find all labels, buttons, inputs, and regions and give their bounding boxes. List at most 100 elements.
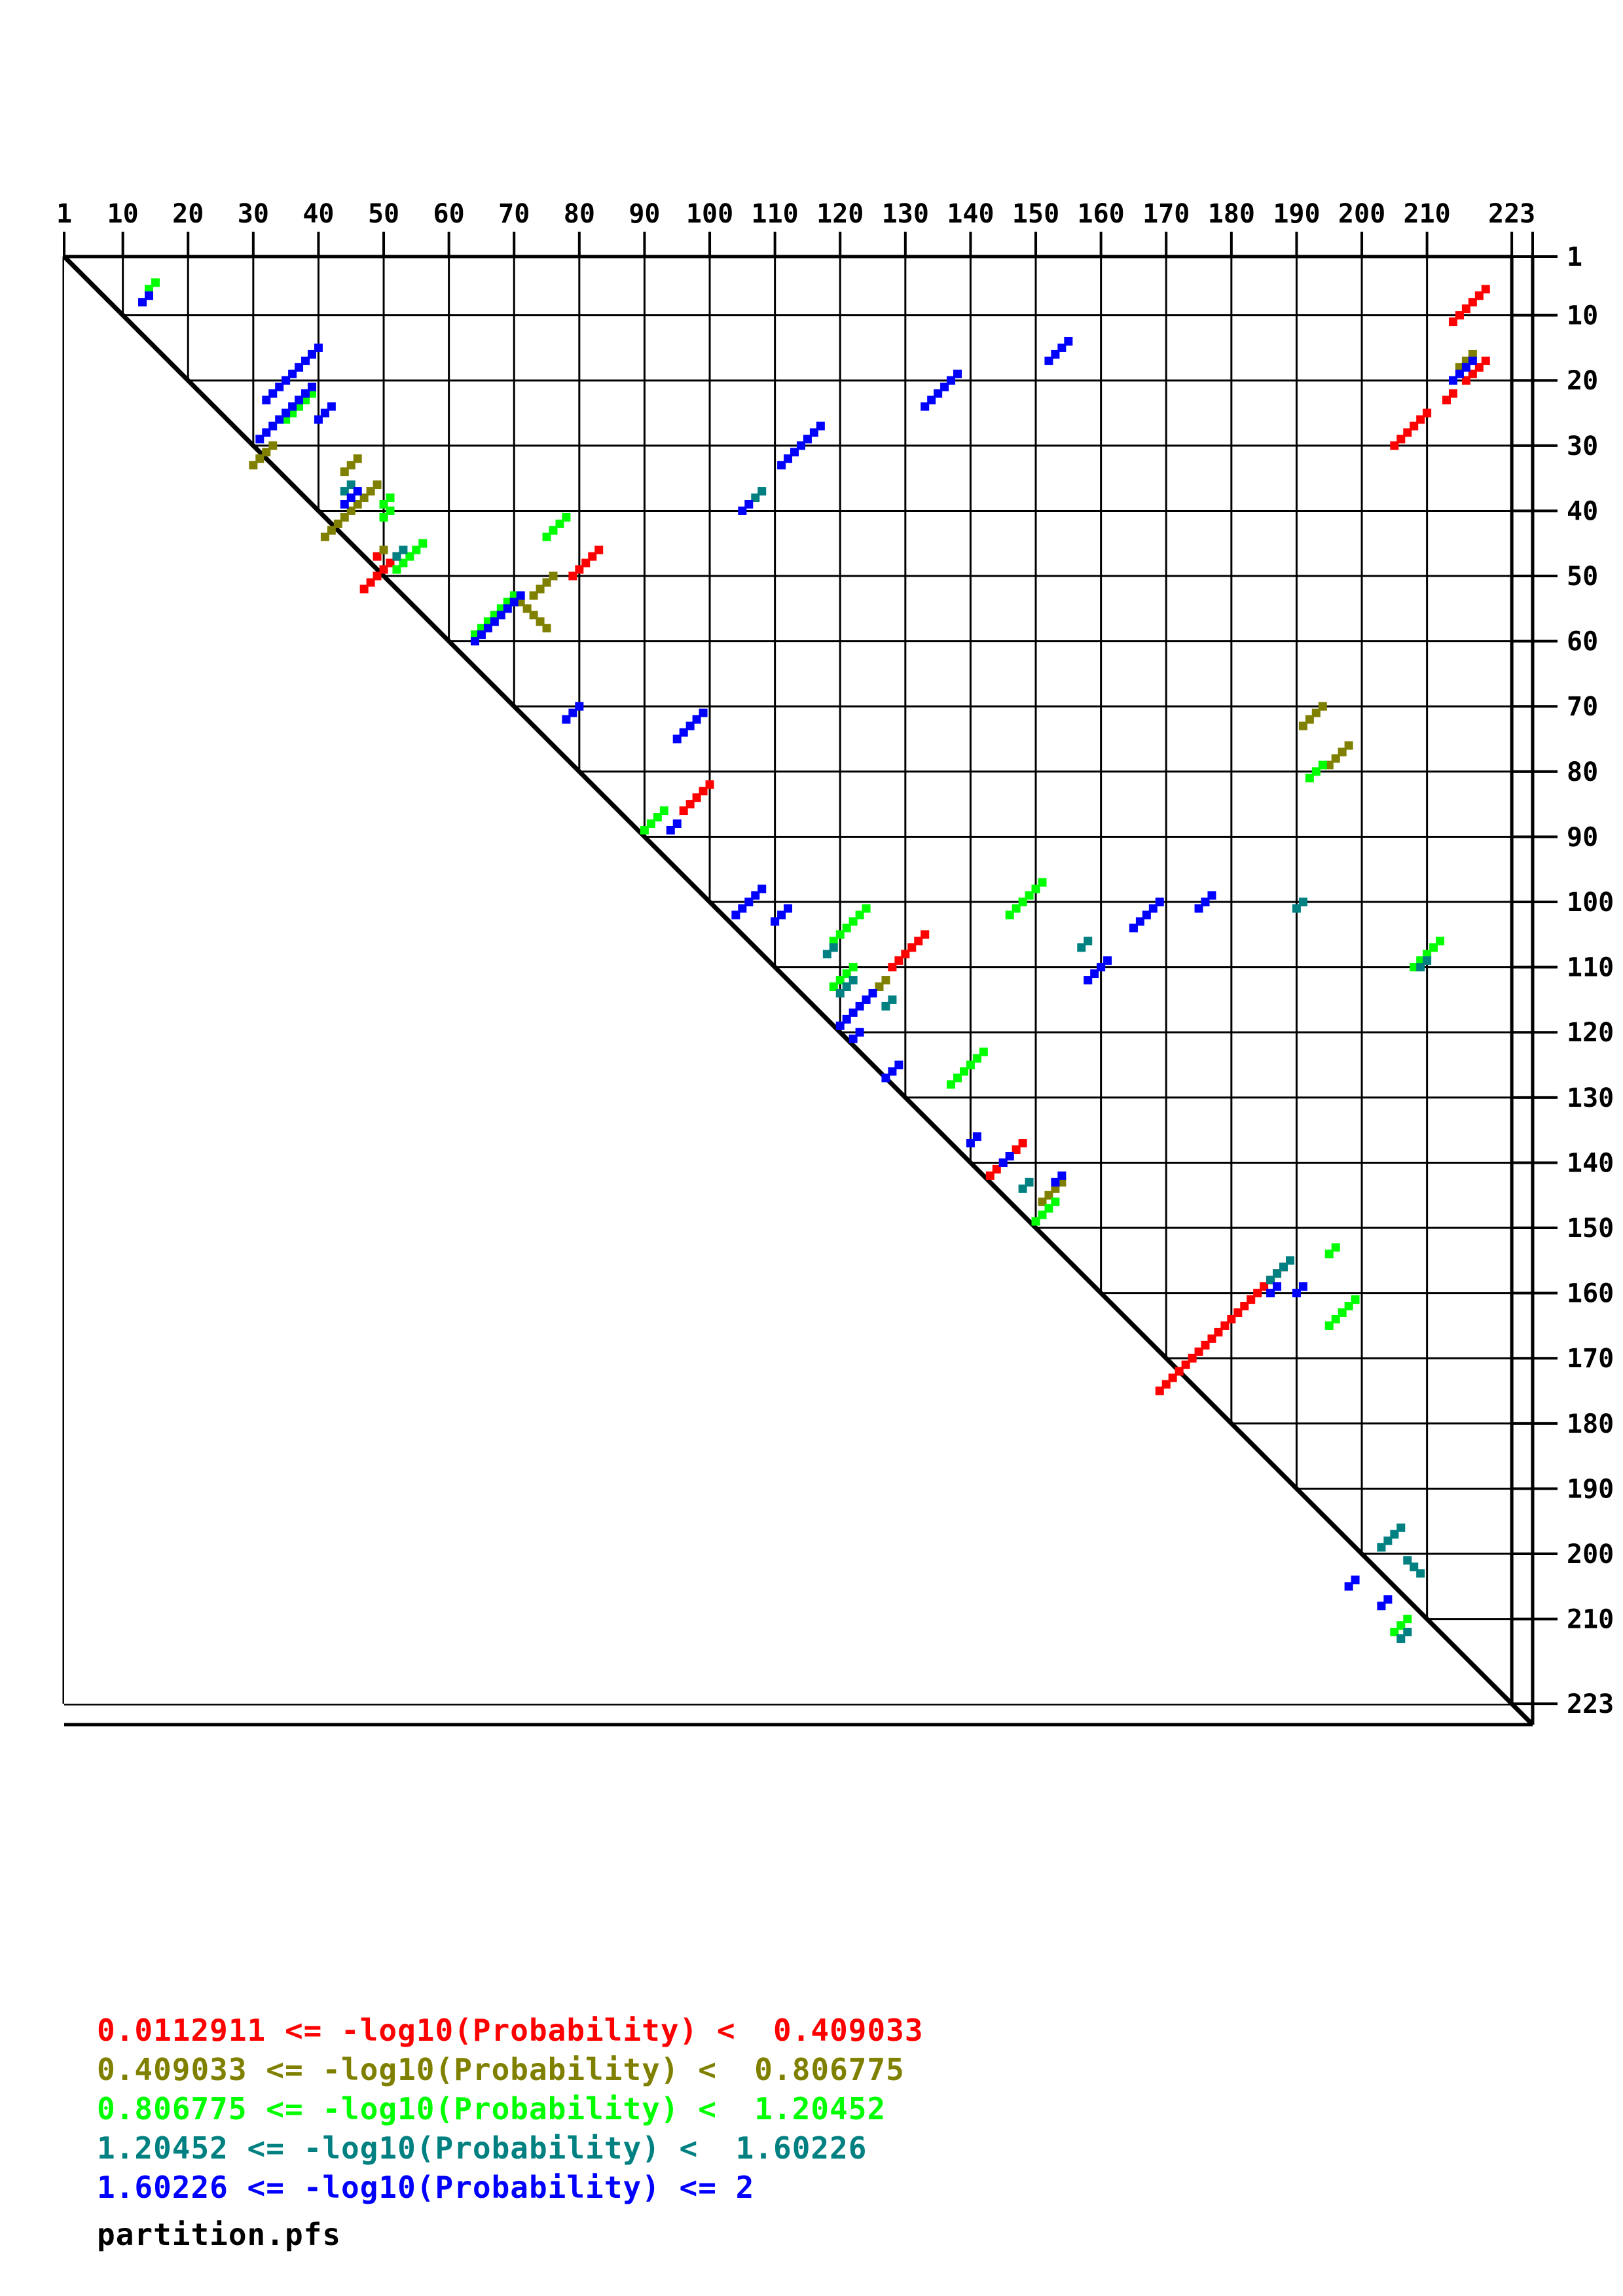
probability-dot <box>829 937 838 946</box>
probability-dot <box>392 565 401 574</box>
probability-dot <box>953 1073 962 1083</box>
probability-dot <box>314 343 323 352</box>
probability-dot <box>307 382 316 391</box>
probability-dot <box>659 806 668 816</box>
probability-dot <box>412 545 421 554</box>
probability-dot <box>268 422 278 431</box>
probability-dot <box>1057 1177 1067 1187</box>
probability-dot <box>1194 904 1203 913</box>
probability-dot <box>835 976 845 985</box>
probability-dot <box>1298 721 1307 730</box>
probability-dot <box>359 584 369 594</box>
probability-dot <box>255 435 264 444</box>
probability-dot <box>295 395 304 404</box>
probability-dot <box>1468 298 1477 307</box>
probability-dot <box>1031 884 1040 893</box>
probability-dot <box>842 982 851 992</box>
x-axis-label: 30 <box>238 199 269 229</box>
probability-dot <box>1455 363 1464 372</box>
probability-dot <box>1090 969 1099 978</box>
probability-dot <box>855 910 864 920</box>
y-axis-label: 10 <box>1567 301 1598 331</box>
probability-dot <box>1455 311 1464 320</box>
probability-dot <box>1416 1569 1425 1578</box>
probability-dot <box>568 571 577 581</box>
probability-dot <box>549 571 558 581</box>
probability-dot <box>842 969 851 978</box>
probability-dot <box>881 1001 890 1011</box>
probability-dot <box>1403 1556 1412 1565</box>
y-axis-label: 70 <box>1567 692 1598 722</box>
probability-dot <box>1403 1615 1412 1624</box>
probability-dot <box>373 571 382 581</box>
probability-dot <box>268 441 278 450</box>
probability-dot <box>1331 754 1340 763</box>
probability-dot <box>496 611 505 620</box>
x-axis-label: 130 <box>882 199 929 229</box>
probability-dot <box>1461 376 1470 385</box>
probability-dot <box>581 558 591 567</box>
probability-dot <box>848 917 858 926</box>
probability-dot <box>1051 1197 1060 1206</box>
probability-dot <box>907 943 917 952</box>
probability-dot <box>1018 1184 1027 1193</box>
probability-dot <box>1057 1171 1067 1180</box>
probability-dot <box>359 493 369 503</box>
probability-dot <box>1298 1282 1307 1291</box>
probability-dot <box>809 428 818 437</box>
probability-dot <box>477 630 486 639</box>
probability-dot <box>151 278 160 287</box>
x-axis-label: 40 <box>302 199 334 229</box>
probability-dot <box>340 487 349 496</box>
probability-dot <box>679 728 688 737</box>
probability-dot <box>379 545 388 554</box>
probability-dot <box>1051 350 1060 359</box>
probability-dot <box>888 1067 897 1076</box>
x-axis-label: 200 <box>1338 199 1385 229</box>
probability-dot <box>1018 897 1027 906</box>
probability-dot <box>262 428 271 437</box>
probability-dot <box>1097 963 1106 972</box>
probability-dot <box>972 1054 981 1063</box>
probability-dot <box>1331 1243 1340 1252</box>
probability-dot <box>353 454 362 463</box>
axis-tick-marks <box>63 232 1558 1706</box>
probability-dot <box>320 532 329 541</box>
x-axis-label: 150 <box>1012 199 1059 229</box>
probability-dot <box>399 545 408 554</box>
probability-dot <box>777 461 786 470</box>
probability-dot <box>562 715 571 724</box>
probability-dot <box>1018 1139 1027 1148</box>
probability-dot <box>555 519 564 528</box>
probability-dot <box>301 395 310 404</box>
probability-dot <box>848 963 858 972</box>
probability-dot <box>1129 924 1138 933</box>
probability-dot <box>594 545 604 554</box>
probability-dot <box>1077 943 1086 952</box>
probability-dot <box>470 630 479 639</box>
probability-dot <box>288 402 297 411</box>
probability-dot <box>386 506 395 515</box>
probability-dot <box>888 995 897 1004</box>
probability-dot <box>848 1034 858 1043</box>
probability-dot <box>640 825 649 834</box>
probability-dot <box>262 395 271 404</box>
probability-dot <box>1285 1256 1294 1265</box>
probability-dot <box>373 552 382 561</box>
probability-dot <box>1201 1340 1210 1350</box>
probability-dot <box>1227 1314 1236 1323</box>
legend-entry-4: 1.20452 <= -log10(Probability) < 1.60226 <box>97 2130 867 2166</box>
probability-dot <box>503 598 512 607</box>
probability-dot <box>255 454 264 463</box>
probability-dot <box>921 402 930 411</box>
probability-dot <box>940 382 949 391</box>
probability-dot <box>1410 1562 1419 1571</box>
probability-dot <box>692 793 701 802</box>
probability-dot <box>894 956 903 965</box>
probability-dot <box>418 539 428 548</box>
probability-dot <box>784 454 793 463</box>
probability-dot <box>1038 1210 1047 1219</box>
probability-dot <box>490 611 499 620</box>
probability-dot <box>685 721 695 730</box>
probability-dot <box>1260 1282 1269 1291</box>
